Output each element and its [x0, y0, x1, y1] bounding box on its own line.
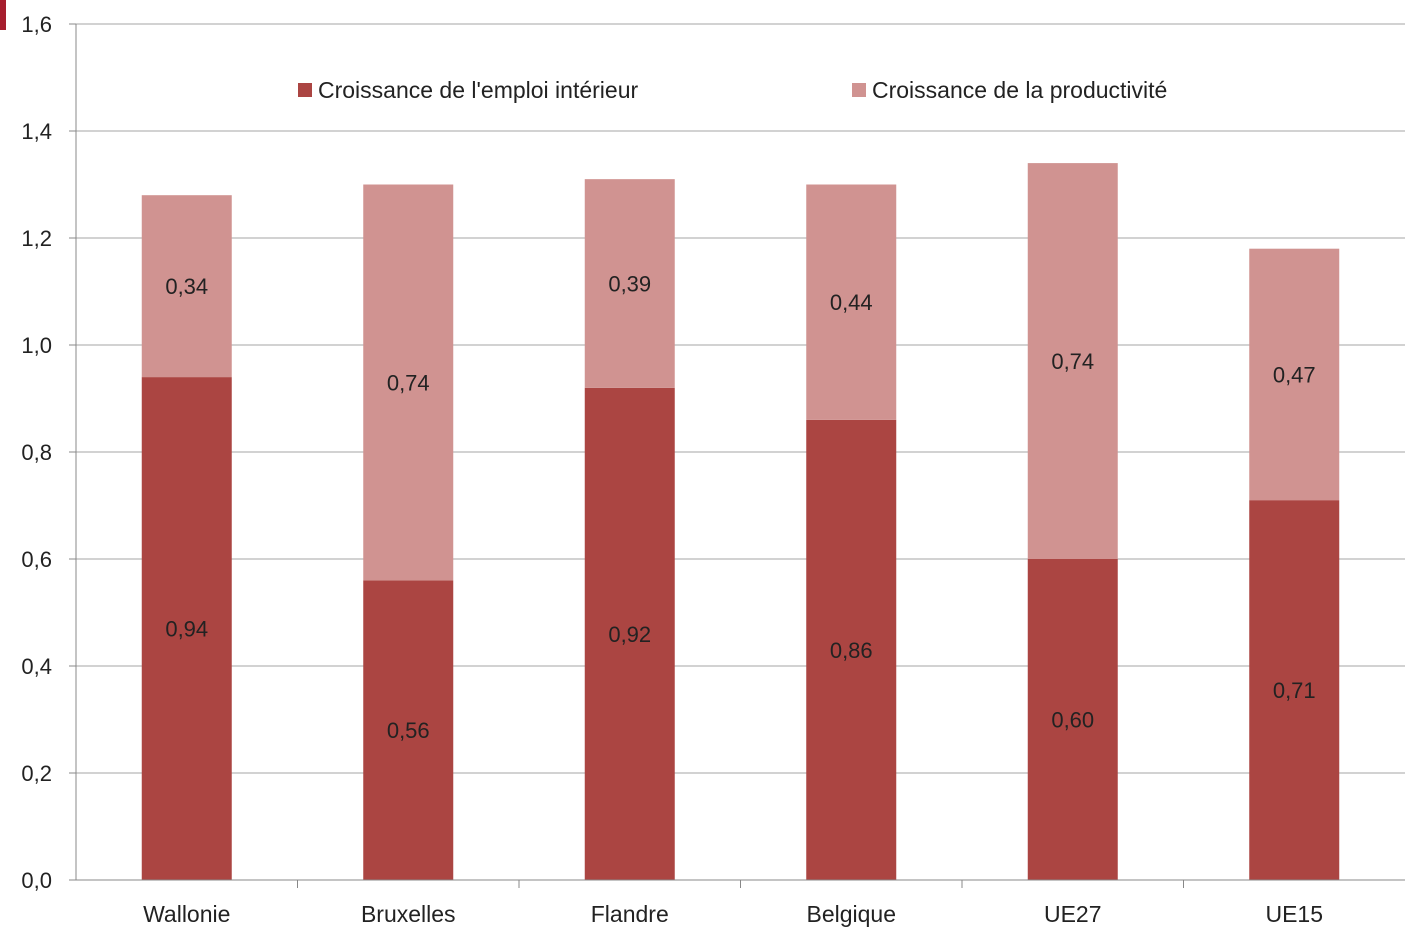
bar-segment: [806, 184, 897, 420]
data-label: 0,56: [387, 718, 430, 743]
bar-segment: [584, 179, 675, 388]
gridlines: [76, 23, 1405, 774]
data-label: 0,34: [165, 274, 208, 299]
data-label: 0,74: [387, 370, 430, 395]
data-label: 0,86: [830, 638, 873, 663]
data-label: 0,92: [608, 622, 651, 647]
data-label: 0,39: [608, 271, 651, 296]
x-category-label: UE27: [1044, 901, 1102, 927]
bar-segment: [363, 580, 454, 880]
corner-brand-mark: [0, 0, 6, 30]
y-tick-label: 0,8: [21, 440, 52, 465]
x-category-label: Flandre: [591, 901, 669, 927]
bar-segment: [141, 195, 232, 378]
y-tick-label: 1,6: [21, 12, 52, 37]
y-tick-label: 0,0: [21, 868, 52, 893]
bar-segment: [363, 184, 454, 581]
data-labels: 0,94 0,34 0,56 0,74 0,92 0,39 0,86 0,44 0,60 0,74…: [165, 271, 1315, 743]
x-category-label: UE15: [1265, 901, 1323, 927]
y-tick-label: 1,4: [21, 119, 52, 144]
bar-segment: [1249, 500, 1340, 880]
data-label: 0,71: [1273, 678, 1316, 703]
bar-segment: [1027, 163, 1118, 559]
x-category-label: Belgique: [806, 901, 896, 927]
data-label: 0,74: [1051, 349, 1094, 374]
y-tick-label: 0,2: [21, 761, 52, 786]
bar-segment: [141, 377, 232, 880]
legend-swatch: [298, 83, 312, 97]
y-tick-label: 0,6: [21, 547, 52, 572]
y-tick-label: 1,0: [21, 333, 52, 358]
bar-segment: [806, 419, 897, 880]
bar-segment: [1027, 559, 1118, 880]
legend-swatch: [852, 83, 866, 97]
data-label: 0,44: [830, 290, 873, 315]
x-category-label: Bruxelles: [361, 901, 456, 927]
legend-label: Croissance de l'emploi intérieur: [318, 77, 638, 103]
bars: [141, 163, 1340, 880]
data-label: 0,47: [1273, 362, 1316, 387]
legend: Croissance de l'emploi intérieur Croissan…: [298, 77, 1167, 103]
data-label: 0,60: [1051, 708, 1094, 733]
bar-segment: [1249, 248, 1340, 501]
bar-segment: [584, 387, 675, 880]
y-tick-label: 1,2: [21, 226, 52, 251]
y-tick-label: 0,4: [21, 654, 52, 679]
data-label: 0,94: [165, 617, 208, 642]
axes: 0,0 0,2 0,4 0,6 0,8 1,0 1,2 1,4 1,6 Wallonie Bruxe…: [21, 12, 1405, 927]
x-category-label: Wallonie: [143, 901, 230, 927]
legend-label: Croissance de la productivité: [872, 77, 1167, 103]
